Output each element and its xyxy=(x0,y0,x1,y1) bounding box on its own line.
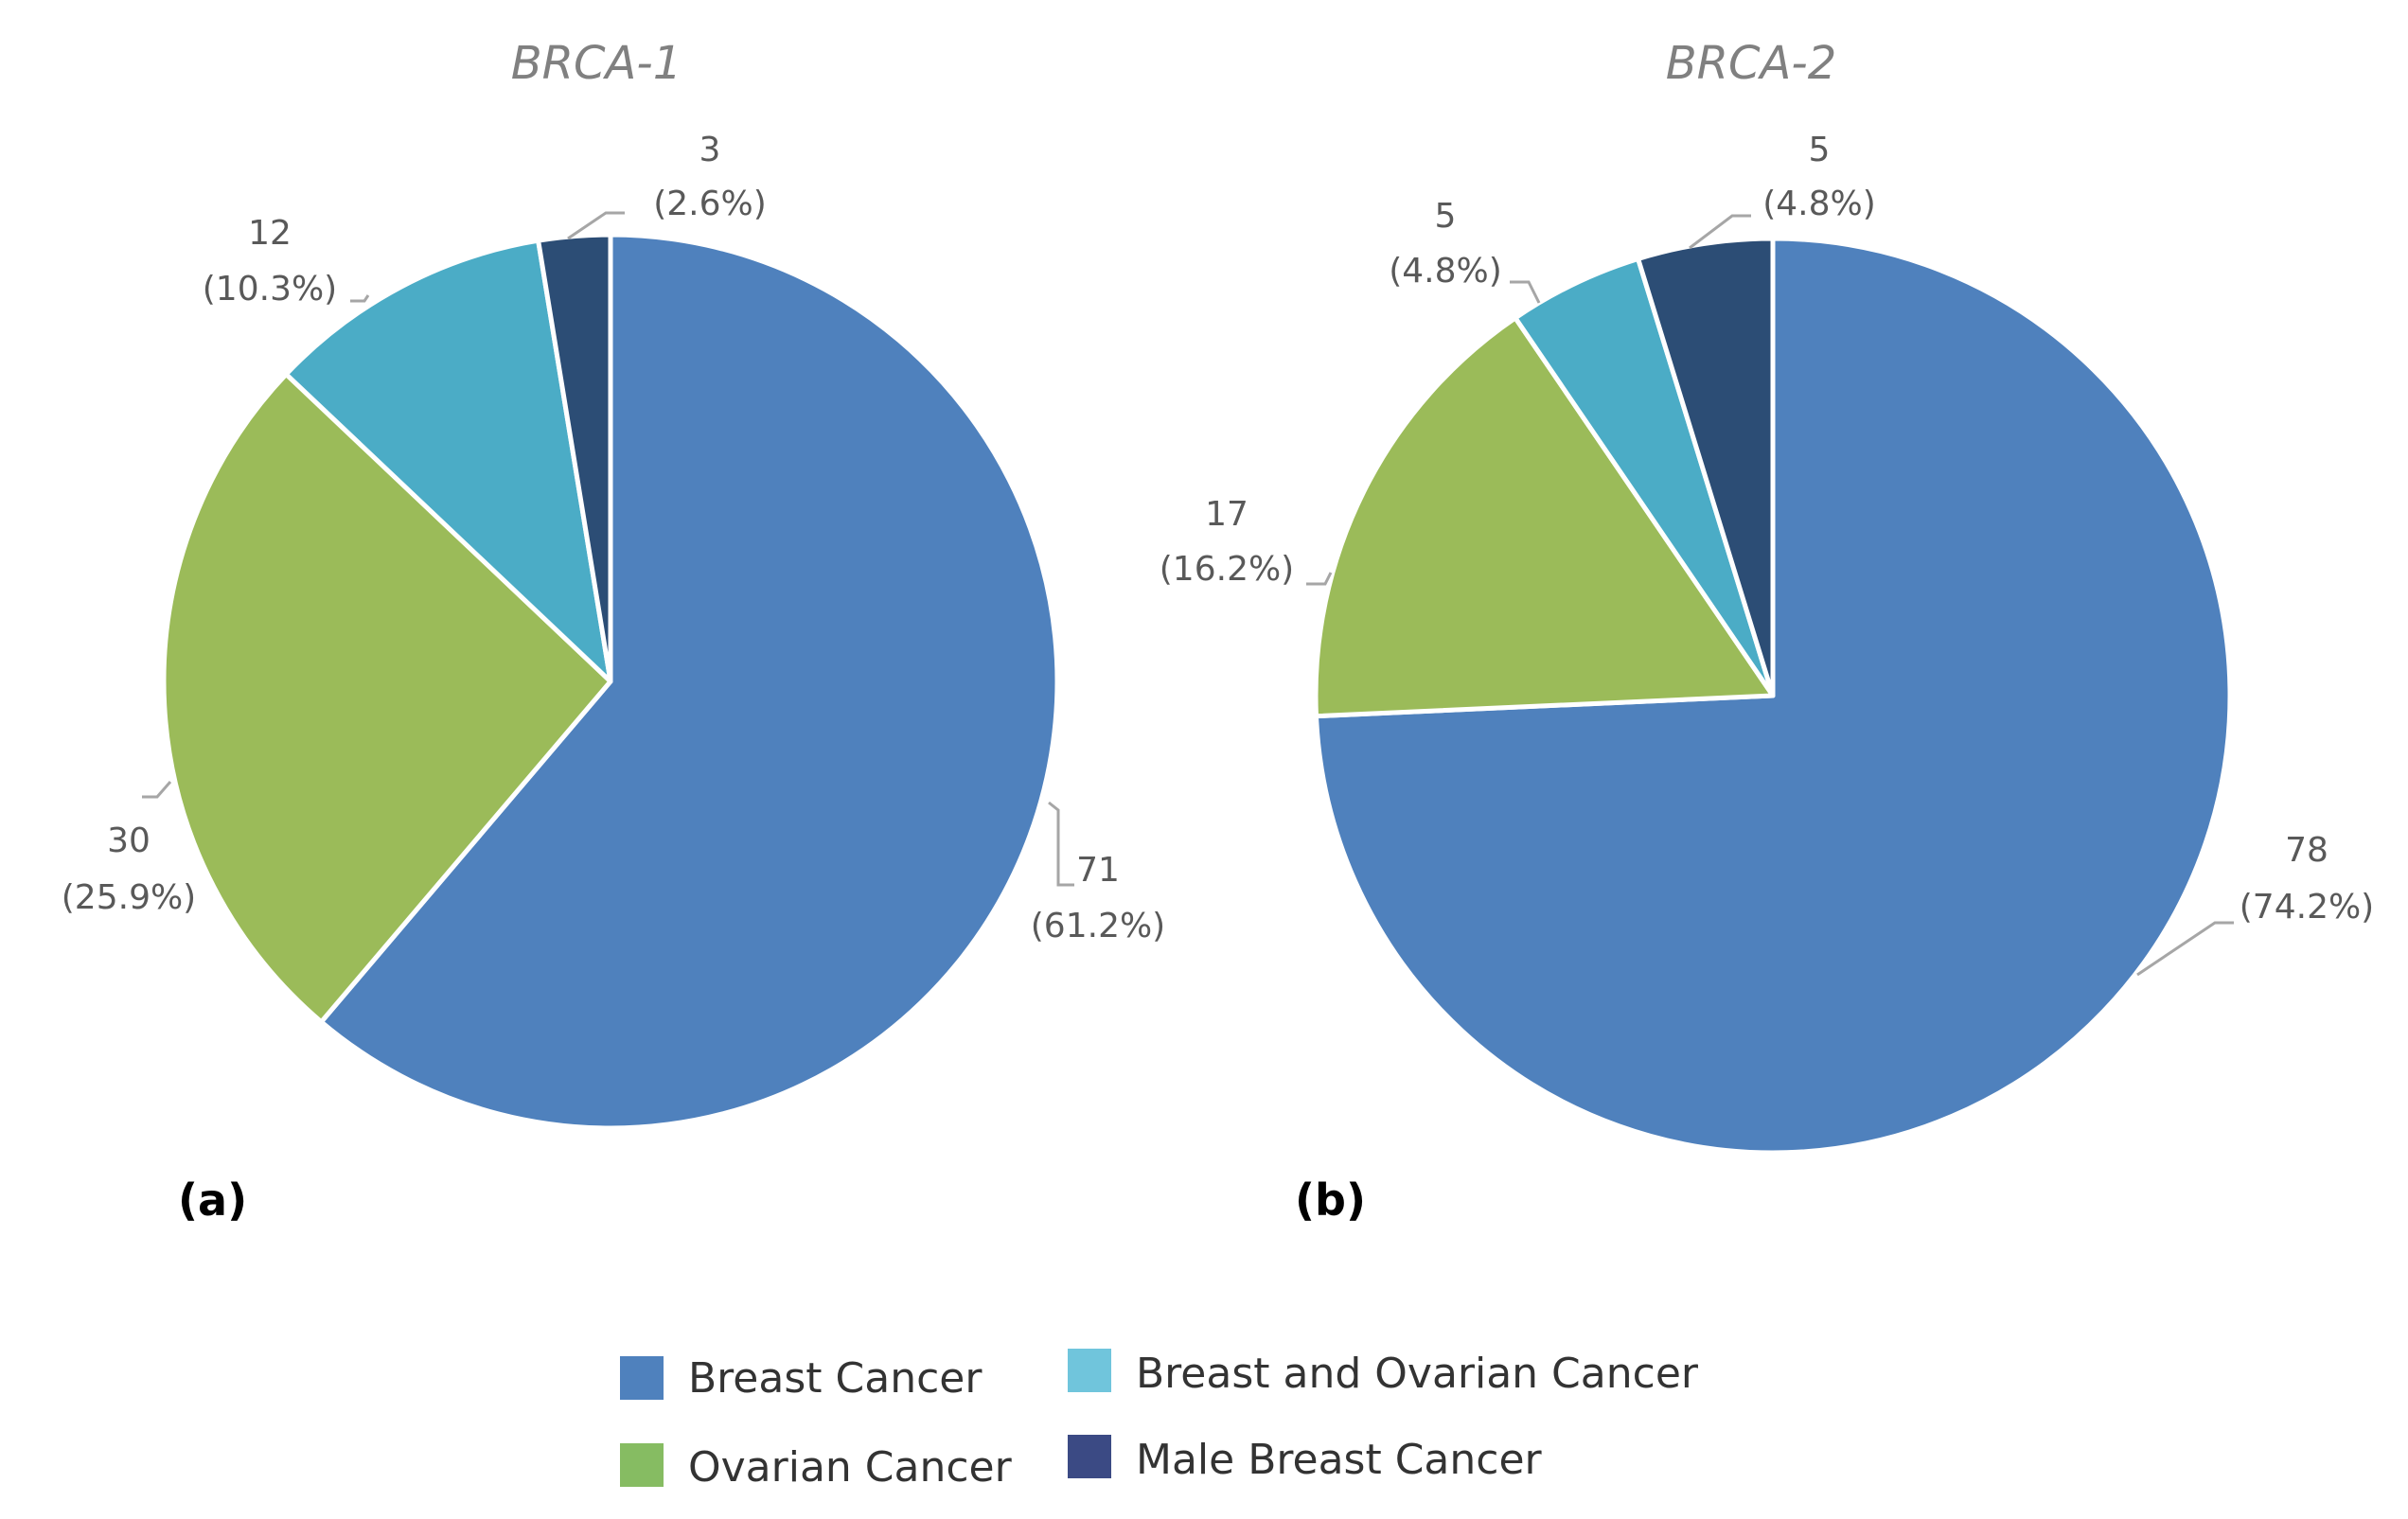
data-label-percent: (25.9%) xyxy=(62,878,196,917)
chart-title-brca1: BRCA-1 xyxy=(511,37,682,90)
data-label-value: 71 xyxy=(1076,851,1120,890)
legend-item-ovarian-cancer: Ovarian Cancer xyxy=(620,1443,1013,1492)
pie-slice-ovarian-cancer xyxy=(161,371,613,1025)
data-label-percent: (16.2%) xyxy=(1160,550,1294,589)
leader-line xyxy=(567,211,625,240)
data-label-value: 17 xyxy=(1205,495,1248,534)
leader-line xyxy=(1306,572,1333,586)
legend-swatch xyxy=(1068,1435,1111,1478)
legend-swatch xyxy=(1068,1349,1111,1392)
legend-item-male-breast-cancer: Male Breast Cancer xyxy=(1068,1435,1543,1484)
pie-slice-breast-and-ovarian-cancer xyxy=(283,238,613,684)
data-label-value: 5 xyxy=(1809,131,1831,169)
legend-label: Ovarian Cancer xyxy=(688,1443,1013,1492)
leader-line xyxy=(142,781,172,799)
pie-slice-male-breast-cancer xyxy=(536,232,613,684)
data-label-percent: (2.6%) xyxy=(653,185,767,223)
panel-label-a: (a) xyxy=(178,1175,247,1226)
pie-chart-brca1: BRCA-1 71 (61.2%) 30 (25.9%) 12 (10.3%) … xyxy=(62,37,1165,1226)
data-label-percent: (4.8%) xyxy=(1389,252,1502,291)
legend-label: Male Breast Cancer xyxy=(1136,1436,1543,1484)
pie-slice-breast-cancer xyxy=(318,232,1060,1131)
leader-line xyxy=(1510,280,1541,304)
leader-line xyxy=(350,294,370,303)
data-label-percent: (74.2%) xyxy=(2240,888,2374,927)
legend-label: Breast and Ovarian Cancer xyxy=(1136,1350,1699,1398)
leader-line xyxy=(2136,921,2234,977)
data-label-percent: (61.2%) xyxy=(1031,907,1165,945)
pie-slice-ovarian-cancer xyxy=(1313,315,1776,719)
pie-slice-male-breast-cancer xyxy=(1636,236,1776,698)
legend-label: Breast Cancer xyxy=(688,1354,983,1403)
legend-swatch xyxy=(620,1443,664,1487)
legend-item-breast-cancer: Breast Cancer xyxy=(620,1354,983,1403)
legend-swatch xyxy=(620,1356,664,1400)
data-label-percent: (10.3%) xyxy=(203,270,337,309)
data-label-value: 30 xyxy=(107,821,150,860)
pie-slices-brca2 xyxy=(1313,236,2233,1156)
pie-slices-brca1 xyxy=(161,232,1060,1131)
data-label-value: 3 xyxy=(699,131,721,169)
data-label-value: 12 xyxy=(248,214,292,253)
legend: Breast Cancer Breast and Ovarian Cancer … xyxy=(620,1349,1699,1492)
pie-chart-brca2: BRCA-2 78 (74.2%) 17 (16.2%) 5 (4.8%) 5 … xyxy=(1160,37,2374,1226)
leader-line xyxy=(1689,214,1751,250)
data-label-value: 78 xyxy=(2285,831,2328,870)
data-label-value: 5 xyxy=(1435,197,1457,236)
chart-title-brca2: BRCA-2 xyxy=(1666,37,1837,90)
legend-item-breast-and-ovarian-cancer: Breast and Ovarian Cancer xyxy=(1068,1349,1699,1398)
data-label-percent: (4.8%) xyxy=(1762,185,1876,223)
leader-line xyxy=(1048,801,1074,887)
panel-label-b: (b) xyxy=(1295,1175,1366,1226)
